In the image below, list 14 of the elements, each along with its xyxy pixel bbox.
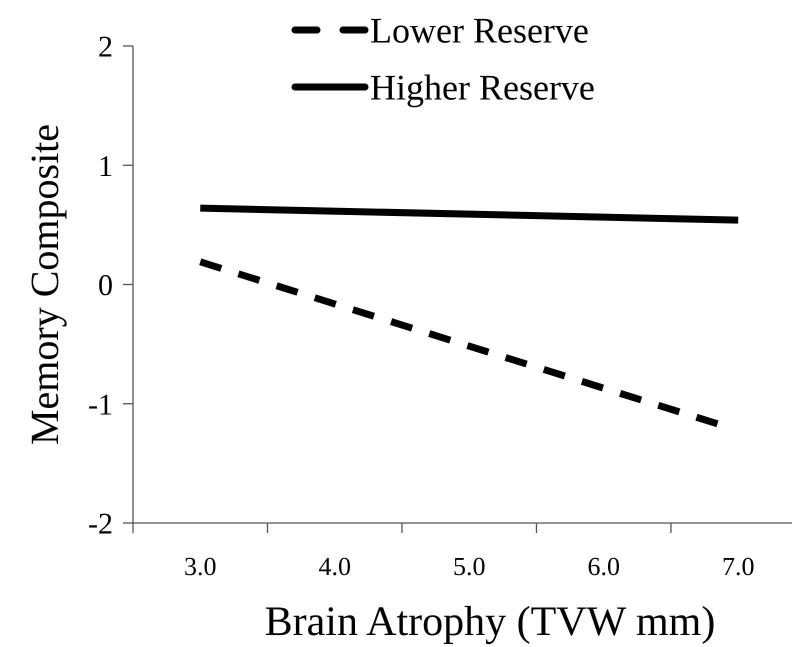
x-tick-label: 3.0 [184, 552, 216, 581]
y-tick-label: -1 [88, 388, 113, 422]
x-tick-label: 6.0 [587, 552, 620, 581]
x-tick-label: 7.0 [722, 552, 754, 581]
y-tick-label: -2 [88, 508, 113, 540]
y-tick-label: 0 [98, 269, 113, 302]
legend-label: Lower Reserve [370, 10, 589, 51]
x-tick-label: 5.0 [452, 552, 486, 581]
y-tick-label: 1 [98, 150, 113, 183]
y-axis-title: Memory Composite [22, 124, 67, 446]
legend-label: Higher Reserve [370, 68, 595, 108]
y-tick-label: 2 [98, 30, 113, 64]
x-tick-label: 4.0 [318, 552, 351, 581]
x-axis-title: Brain Atrophy (TVW mm) [264, 599, 716, 645]
